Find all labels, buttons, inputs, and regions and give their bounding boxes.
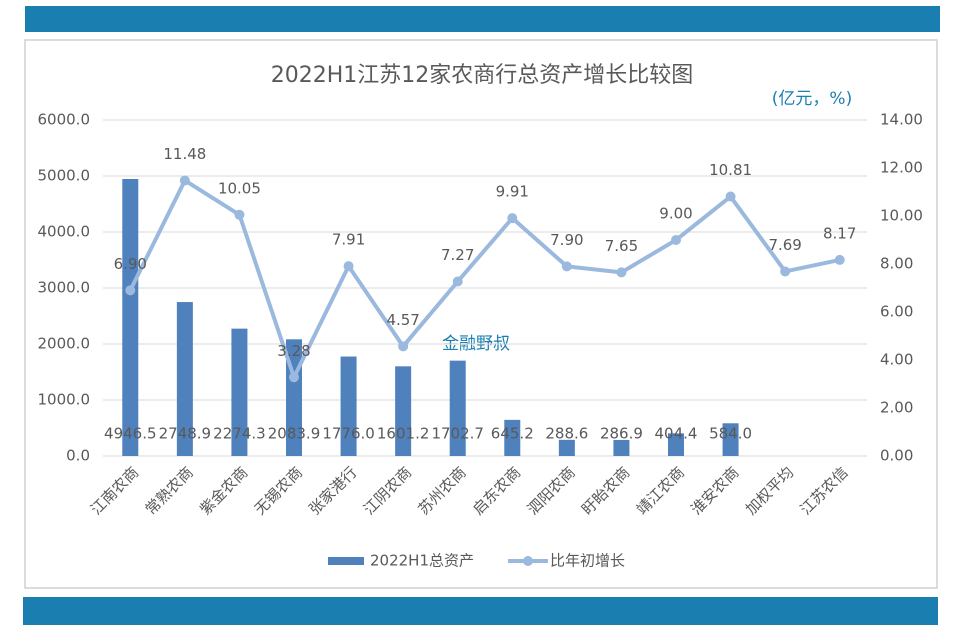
y-tick-label: 4000.0 [38, 223, 91, 241]
bar [395, 366, 412, 456]
bar [504, 419, 521, 456]
x-tick-label: 张家港行 [305, 463, 360, 518]
legend-label: 比年初增长 [550, 552, 625, 570]
x-tick-label: 紫金农商 [196, 463, 251, 518]
x-tick-label: 靖江农商 [633, 463, 688, 518]
line-value-label: 7.90 [550, 231, 583, 249]
x-tick-label: 启东农商 [469, 463, 524, 518]
x-tick-label: 江苏农信 [797, 463, 852, 518]
bar [231, 328, 248, 456]
x-tick-label: 无锡农商 [251, 463, 306, 518]
legend-swatch [328, 557, 364, 565]
y2-tick-label: 2.00 [880, 399, 913, 417]
x-tick-label: 泗阳农商 [524, 463, 579, 518]
line-value-label: 10.81 [709, 161, 752, 179]
x-tick-label: 江南农商 [87, 463, 142, 518]
bar [668, 433, 684, 456]
line-value-label: 11.48 [163, 145, 206, 163]
bar-value-label: 288.6 [545, 425, 588, 443]
bar-value-label: 1601.2 [377, 425, 430, 443]
line-marker [343, 261, 354, 272]
line-marker [398, 341, 409, 352]
line-value-label: 4.57 [386, 311, 419, 329]
y2-tick-label: 10.00 [880, 207, 923, 225]
line-value-label: 10.05 [218, 179, 261, 197]
line-value-label: 8.17 [823, 224, 856, 242]
y2-tick-label: 8.00 [880, 255, 913, 273]
x-tick-label: 加权平均 [742, 463, 797, 518]
y2-tick-label: 0.00 [880, 447, 913, 465]
x-tick-label: 常熟农商 [142, 463, 197, 518]
bar [176, 302, 193, 456]
line-marker [179, 175, 190, 186]
line-value-label: 6.90 [114, 255, 147, 273]
y2-tick-label: 6.00 [880, 303, 913, 321]
line-marker [671, 235, 681, 245]
y-tick-label: 1000.0 [38, 391, 91, 409]
bar-value-label: 2083.9 [268, 425, 321, 443]
x-tick-label: 江阴农商 [360, 463, 415, 518]
bar-value-label: 584.0 [709, 425, 752, 443]
y-tick-label: 0.0 [66, 447, 90, 465]
unit-label: (亿元，%) [772, 89, 852, 109]
line-marker [834, 254, 845, 265]
bar [722, 423, 739, 456]
bar-value-label: 2748.9 [159, 425, 212, 443]
y-tick-label: 2000.0 [38, 335, 91, 353]
line-value-label: 7.91 [332, 231, 365, 249]
y2-tick-label: 4.00 [880, 351, 913, 369]
bar-value-label: 1702.7 [431, 425, 484, 443]
bottom-banner [23, 597, 938, 625]
line-marker [234, 209, 245, 220]
line-value-label: 9.00 [659, 205, 692, 223]
y-tick-label: 3000.0 [38, 279, 91, 297]
bar [122, 178, 139, 456]
x-tick-label: 淮安农商 [687, 463, 742, 518]
line-marker [725, 191, 736, 202]
frame [24, 39, 938, 589]
line-value-label: 7.27 [441, 246, 474, 264]
bar [558, 439, 575, 456]
bar-value-label: 286.9 [600, 425, 643, 443]
line-value-label: 7.65 [605, 237, 638, 255]
x-tick-label: 苏州农商 [415, 463, 470, 518]
line-marker [561, 261, 572, 272]
line-marker [289, 372, 299, 383]
bar-value-label: 645.2 [491, 425, 534, 443]
x-tick-label: 盱眙农商 [578, 463, 633, 518]
line-value-label: 3.28 [277, 342, 310, 360]
legend-label: 2022H1总资产 [370, 552, 474, 570]
bar-value-label: 2274.3 [213, 425, 266, 443]
bar [340, 356, 357, 456]
chart-title: 2022H1江苏12家农商行总资产增长比较图 [271, 63, 694, 88]
line-marker [507, 213, 518, 224]
line-marker [616, 267, 627, 278]
line-marker [780, 266, 791, 277]
line-marker [125, 285, 136, 296]
legend-marker [523, 556, 533, 566]
line-marker [452, 276, 463, 287]
bar [449, 360, 466, 456]
bar-value-label: 4946.5 [104, 425, 157, 443]
bar-value-label: 404.4 [655, 425, 698, 443]
y2-tick-label: 14.00 [880, 111, 923, 129]
top-banner [25, 6, 940, 32]
line [128, 178, 841, 380]
y-tick-label: 5000.0 [38, 167, 91, 185]
line-value-label: 9.91 [496, 183, 529, 201]
line-value-label: 7.69 [768, 236, 801, 254]
bar [613, 439, 630, 456]
y-tick-label: 6000.0 [38, 111, 91, 129]
y2-tick-label: 12.00 [880, 159, 923, 177]
bar-value-label: 1776.0 [322, 425, 375, 443]
